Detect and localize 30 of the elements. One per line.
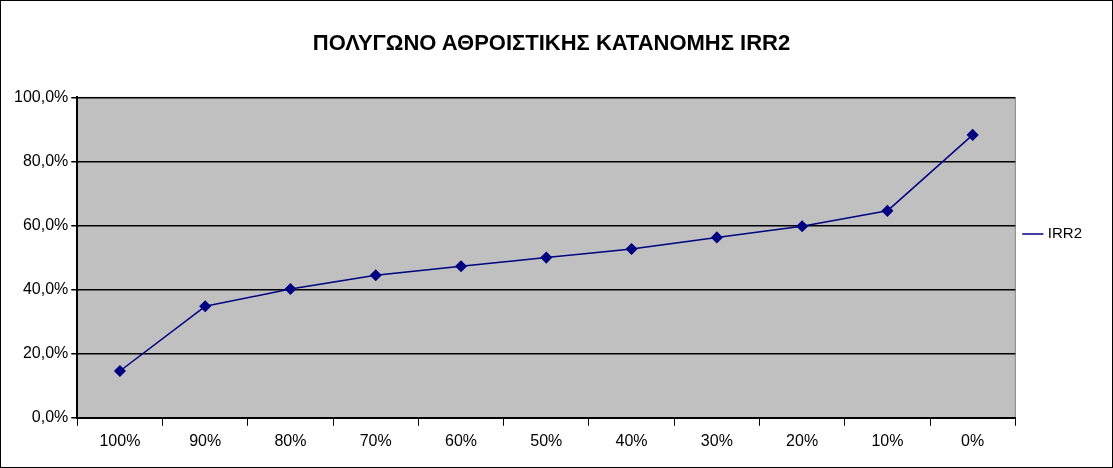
point — [881, 205, 894, 217]
point — [369, 269, 382, 281]
point — [796, 220, 808, 232]
x-tick-label: 30% — [700, 431, 733, 449]
x-tick-label: 0% — [961, 431, 985, 449]
y-tick-label: 0,0% — [31, 408, 69, 426]
y-tick-label: 20,0% — [22, 344, 69, 362]
x-tick-label: 40% — [615, 431, 648, 449]
y-tick-label: 80,0% — [22, 151, 69, 169]
point — [284, 283, 297, 295]
x-tick-label: 100% — [99, 431, 141, 449]
point — [711, 231, 723, 244]
point — [455, 260, 467, 272]
x-tick-label: 10% — [871, 431, 904, 449]
point — [966, 129, 979, 141]
x-tick-label: 90% — [189, 431, 222, 449]
point — [114, 365, 126, 377]
x-tick-label: 60% — [445, 431, 478, 449]
point — [540, 251, 553, 264]
point — [199, 300, 211, 313]
legend-label: IRR2 — [1047, 224, 1083, 242]
chart-title: ΠΟΛΥΓΩΝΟ ΑΘΡΟΙΣΤΙΚΗΣ ΚΑΤΑΝΟΜΗΣ IRR2 — [312, 30, 791, 56]
y-tick-label: 60,0% — [22, 215, 69, 233]
point — [625, 243, 638, 255]
y-tick-label: 40,0% — [22, 280, 69, 298]
y-tick-label: 100,0% — [14, 87, 69, 105]
x-tick-label: 70% — [359, 431, 392, 449]
x-tick-label: 20% — [786, 431, 819, 449]
x-tick-label: 50% — [530, 431, 563, 449]
x-tick-label: 80% — [274, 431, 307, 449]
